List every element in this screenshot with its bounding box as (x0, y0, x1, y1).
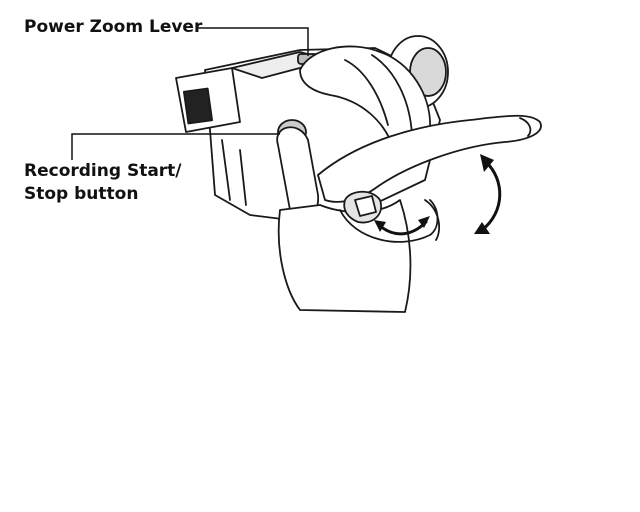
arrowhead-large-bottom (474, 222, 490, 234)
rotate-arrow-large (480, 160, 502, 232)
leader-line-recording (71, 133, 280, 160)
arrowhead-small-right (418, 216, 430, 228)
recording-button-label-line1: Recording Start/ (24, 161, 182, 181)
arrowhead-small-left (374, 220, 386, 232)
viewfinder-eyepiece (182, 87, 214, 125)
recording-button-label-line2: Stop button (24, 184, 139, 204)
arrowhead-large-top (480, 154, 494, 172)
power-zoom-lever-label: Power Zoom Lever (24, 17, 203, 37)
leader-line-zoom (198, 27, 309, 56)
grip-strap (317, 114, 542, 203)
